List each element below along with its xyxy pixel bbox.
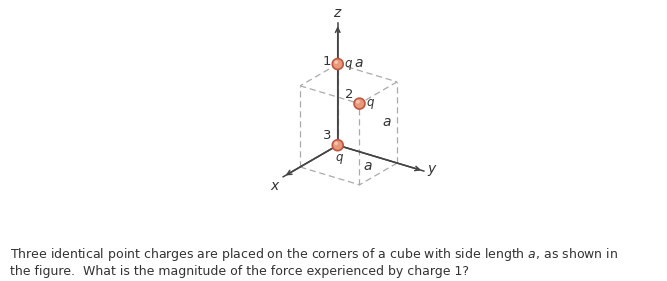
Circle shape xyxy=(332,140,343,151)
Text: $z$: $z$ xyxy=(333,6,343,21)
Text: $a$: $a$ xyxy=(354,56,364,70)
Text: $q$: $q$ xyxy=(344,58,353,72)
Text: 3: 3 xyxy=(323,130,331,142)
Text: $y$: $y$ xyxy=(427,163,438,178)
Circle shape xyxy=(354,98,365,109)
Text: Three identical point charges are placed on the corners of a cube with side leng: Three identical point charges are placed… xyxy=(10,246,618,278)
Circle shape xyxy=(335,142,338,144)
Circle shape xyxy=(335,61,338,63)
Text: $x$: $x$ xyxy=(269,179,280,193)
Text: 1: 1 xyxy=(323,55,331,68)
Text: $q$: $q$ xyxy=(366,97,375,111)
Circle shape xyxy=(332,58,343,69)
Text: $q$: $q$ xyxy=(335,152,344,166)
Text: $a$: $a$ xyxy=(363,159,372,173)
Text: 2: 2 xyxy=(345,88,353,101)
Circle shape xyxy=(357,101,359,103)
Text: $a$: $a$ xyxy=(382,115,391,130)
